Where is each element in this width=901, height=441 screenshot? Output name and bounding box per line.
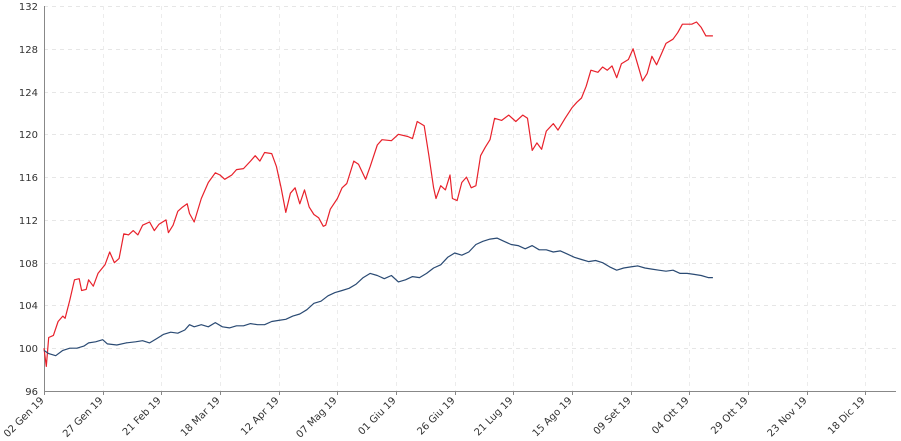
y-tick-label: 116 <box>19 173 38 184</box>
y-tick-label: 96 <box>25 387 38 398</box>
y-tick-label: 112 <box>19 216 38 227</box>
y-tick-label: 124 <box>19 88 38 99</box>
y-tick-label: 108 <box>19 259 38 270</box>
x-tick-labels: 02 Gen 19 27 Gen 19 21 Feb 19 18 Mar 19 12 A… <box>2 395 868 440</box>
x-tick-label: 12 Apr 19 <box>239 395 282 438</box>
x-tick-label: 02 Gen 19 <box>2 395 47 440</box>
axes <box>44 6 896 395</box>
x-tick-label: 23 Nov 19 <box>766 395 810 439</box>
y-tick-label: 128 <box>19 45 38 56</box>
x-tick-label: 07 Mag 19 <box>294 395 339 440</box>
x-tick-label: 15 Ago 19 <box>531 395 575 439</box>
y-tick-label: 100 <box>19 344 38 355</box>
x-tick-label: 18 Mar 19 <box>179 395 223 439</box>
x-tick-label: 09 Set 19 <box>592 395 634 437</box>
x-tick-label: 18 Dic 19 <box>826 395 868 437</box>
series-line-blue <box>43 237 713 357</box>
y-tick-labels: 96 100 104 108 112 116 120 124 128 132 <box>19 2 38 398</box>
x-tick-label: 21 Feb 19 <box>121 395 164 438</box>
x-tick-label: 27 Gen 19 <box>61 395 106 440</box>
series-line-red <box>43 21 713 367</box>
x-tick-label: 26 Giu 19 <box>415 395 457 437</box>
y-tick-label: 132 <box>19 2 38 13</box>
x-tick-label: 04 Ott 19 <box>650 395 691 436</box>
y-tick-label: 120 <box>19 130 38 141</box>
series-lines <box>43 21 713 367</box>
x-tick-label: 21 Lug 19 <box>473 395 516 438</box>
x-tick-label: 01 Giu 19 <box>356 395 398 437</box>
y-tick-label: 104 <box>19 301 38 312</box>
grid-lines <box>44 6 896 391</box>
x-tick-label: 29 Ott 19 <box>709 395 750 436</box>
